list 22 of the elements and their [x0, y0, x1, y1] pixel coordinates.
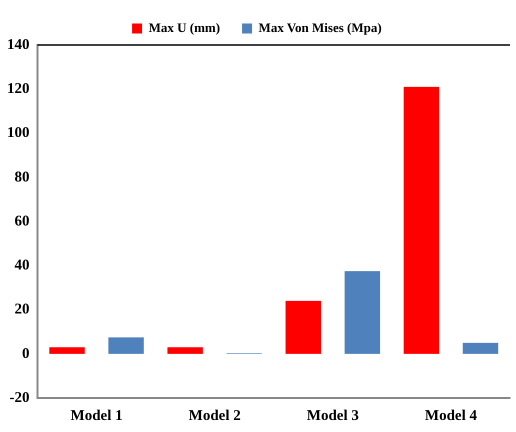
x-tick-label: Model 4: [424, 408, 478, 424]
x-tick-label: Model 3: [306, 408, 359, 424]
y-tick-label: 100: [7, 125, 30, 142]
bar: [108, 337, 144, 354]
bar: [286, 300, 321, 354]
y-tick-label: 60: [14, 213, 30, 230]
y-tick-label: 20: [14, 302, 30, 318]
bar: [167, 347, 203, 354]
bar: [49, 347, 85, 354]
bar: [462, 342, 498, 354]
y-tick-label: 120: [7, 81, 30, 97]
y-tick-label: 140: [7, 36, 30, 53]
x-tick-label: Model 2: [188, 408, 241, 424]
y-tick-label: 0: [22, 346, 30, 362]
legend-label: Max Von Mises (Mpa): [258, 20, 382, 35]
bar: [344, 271, 380, 354]
y-tick-label: 80: [14, 169, 30, 186]
legend-label: Max U (mm): [148, 20, 220, 35]
bar: [404, 86, 440, 354]
x-tick-label: Model 1: [70, 408, 123, 424]
y-tick-label: -20: [10, 390, 30, 406]
y-tick-label: 40: [14, 258, 30, 274]
